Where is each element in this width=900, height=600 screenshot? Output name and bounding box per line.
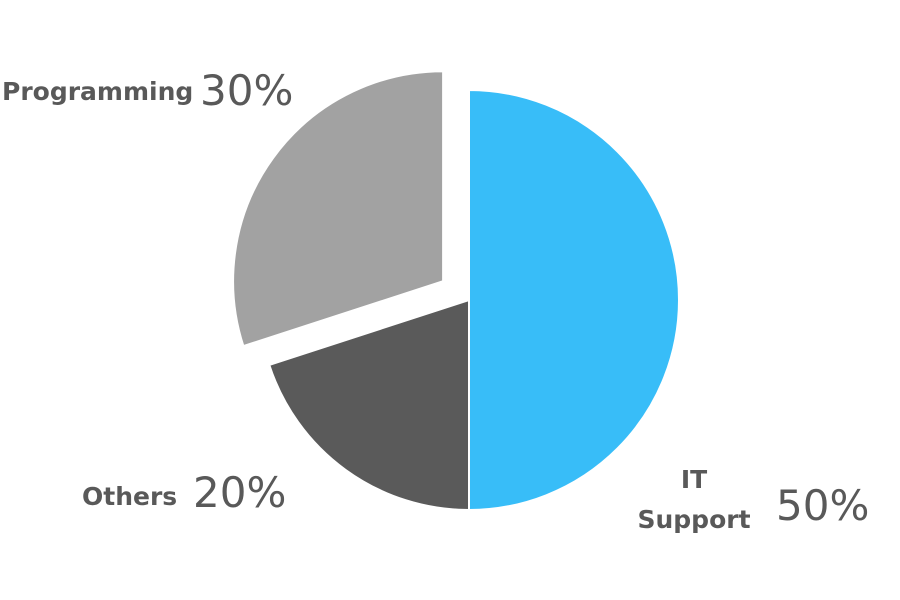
pie-slices [232, 70, 680, 512]
label-it-support: IT Support 50% [637, 465, 869, 534]
slice-label-programming: Programming [2, 77, 193, 106]
pie-slice-programming [232, 70, 445, 348]
slice-value-programming: 30% [200, 66, 293, 115]
pie-slice-it-support [468, 88, 680, 512]
slice-value-others: 20% [193, 468, 286, 517]
label-others: Others 20% [82, 468, 286, 517]
label-programming: Programming 30% [2, 66, 293, 115]
slice-label-it-support: IT Support [637, 465, 750, 534]
pie-slice-others [268, 298, 470, 512]
slice-value-it-support: 50% [776, 481, 869, 530]
slice-label-others: Others [82, 482, 177, 511]
